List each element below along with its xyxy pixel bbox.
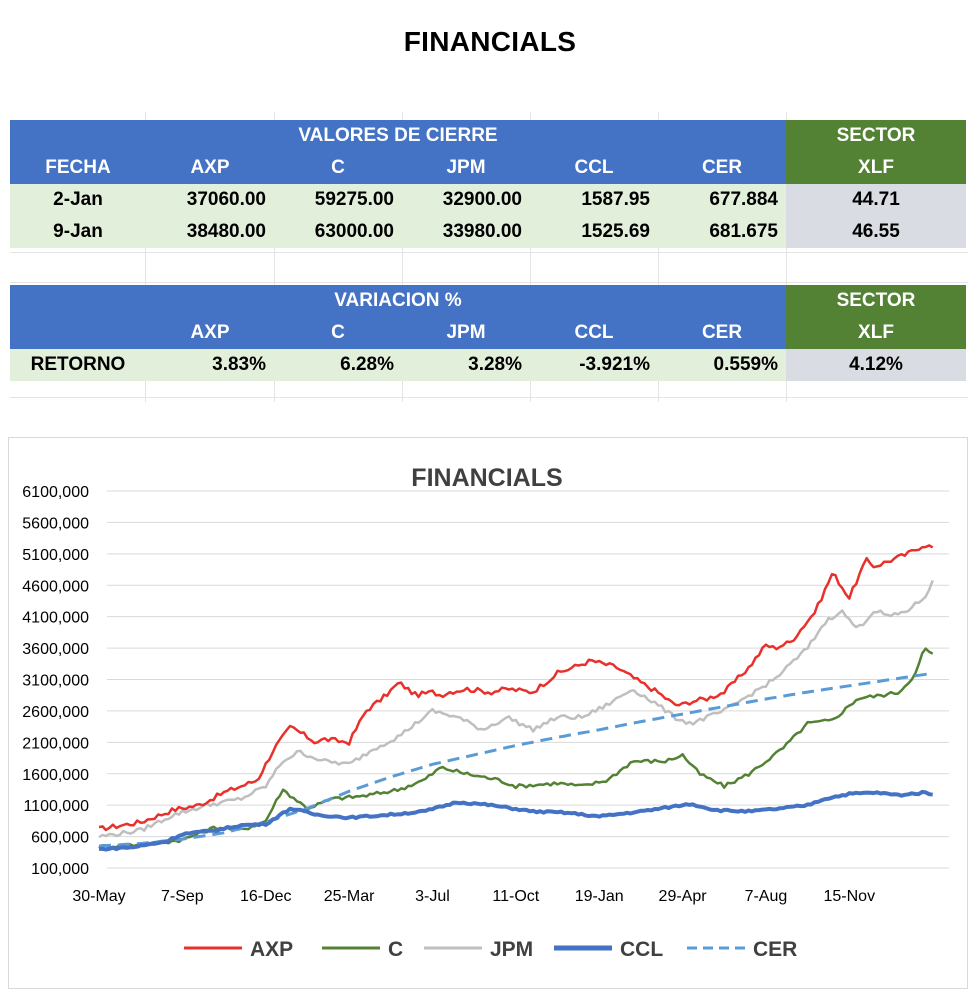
cell-cer: 681.675 <box>658 216 786 248</box>
cell-c: 6.28% <box>274 349 402 381</box>
y-tick-label: 1600,000 <box>22 767 89 784</box>
cell-cer: 677.884 <box>658 184 786 216</box>
series-line-jpm <box>98 579 934 839</box>
y-tick-label: 5100,000 <box>22 547 89 564</box>
sector-header: SECTOR <box>786 120 966 152</box>
y-tick-label: 3100,000 <box>22 673 89 690</box>
series-line-axp <box>98 544 934 832</box>
cell-date: 2-Jan <box>10 184 146 216</box>
x-axis-ticks: 30-May 7-Sep 16-Dec 25-Mar 3-Jul 11-Oct 19-Jan… <box>72 888 875 905</box>
legend-label-cer: CER <box>753 938 797 961</box>
sector-header: SECTOR <box>786 285 966 317</box>
col-header-cer: CER <box>658 152 786 184</box>
x-tick-label: 7-Aug <box>745 888 788 905</box>
col-header-xlf: XLF <box>786 152 966 184</box>
table-row: RETORNO 3.83% 6.28% 3.28% -3.921% 0.559%… <box>10 349 966 381</box>
legend: AXP C JPM CCL CER <box>184 938 797 961</box>
cell-xlf: 4.12% <box>786 349 966 381</box>
page-title: FINANCIALS <box>403 26 577 57</box>
cell-axp: 37060.00 <box>146 184 274 216</box>
closing-values-group-header: VALORES DE CIERRE <box>10 120 786 152</box>
y-tick-label: 2100,000 <box>22 735 89 752</box>
cell-c: 59275.00 <box>274 184 402 216</box>
series-line-cer <box>98 671 933 848</box>
table-row: 2-Jan 37060.00 59275.00 32900.00 1587.95… <box>10 184 966 216</box>
col-header-xlf: XLF <box>786 317 966 349</box>
x-tick-label: 11-Oct <box>492 888 539 905</box>
y-tick-label: 2600,000 <box>22 704 89 721</box>
table-row: 9-Jan 38480.00 63000.00 33980.00 1525.69… <box>10 216 966 248</box>
col-header-cer: CER <box>658 317 786 349</box>
gridlines <box>107 490 949 869</box>
series-line-c <box>98 647 934 850</box>
x-tick-label: 19-Jan <box>575 888 624 905</box>
y-tick-label: 600,000 <box>31 830 89 847</box>
col-header-c: C <box>274 317 402 349</box>
col-header-blank <box>10 317 146 349</box>
col-header-ccl: CCL <box>530 152 658 184</box>
col-header-jpm: JPM <box>402 317 530 349</box>
y-tick-label: 4100,000 <box>22 610 89 627</box>
cell-cer: 0.559% <box>658 349 786 381</box>
col-header-fecha: FECHA <box>10 152 146 184</box>
col-header-jpm: JPM <box>402 152 530 184</box>
y-tick-label: 4600,000 <box>22 578 89 595</box>
spreadsheet-grid <box>10 112 968 402</box>
cell-c: 63000.00 <box>274 216 402 248</box>
cell-ccl: 1525.69 <box>530 216 658 248</box>
line-chart: FINANCIALS 100,000 600,000 1100,000 1600,00… <box>22 464 949 961</box>
col-header-axp: AXP <box>146 152 274 184</box>
variation-group-header: VARIACION % <box>10 285 786 317</box>
cell-axp: 3.83% <box>146 349 274 381</box>
closing-values-table: VALORES DE CIERRE SECTOR FECHA AXP C JPM… <box>10 120 966 248</box>
legend-label-jpm: JPM <box>490 938 533 961</box>
y-tick-label: 100,000 <box>31 861 89 878</box>
col-header-ccl: CCL <box>530 317 658 349</box>
x-tick-label: 7-Sep <box>161 888 204 905</box>
cell-retorno-label: RETORNO <box>10 349 146 381</box>
series-line-ccl <box>98 789 933 852</box>
y-tick-label: 1100,000 <box>23 798 89 815</box>
cell-jpm: 32900.00 <box>402 184 530 216</box>
variation-table: VARIACION % SECTOR AXP C JPM CCL CER XLF… <box>10 285 966 381</box>
cell-jpm: 3.28% <box>402 349 530 381</box>
y-axis-ticks: 100,000 600,000 1100,000 1600,000 2100,000 26… <box>22 484 89 878</box>
x-tick-label: 29-Apr <box>659 888 708 905</box>
cell-xlf: 46.55 <box>786 216 966 248</box>
cell-ccl: 1587.95 <box>530 184 658 216</box>
legend-label-axp: AXP <box>250 938 293 961</box>
chart-container: FINANCIALS 100,000 600,000 1100,000 1600,00… <box>8 437 968 989</box>
legend-label-ccl: CCL <box>620 938 663 961</box>
cell-xlf: 44.71 <box>786 184 966 216</box>
cell-jpm: 33980.00 <box>402 216 530 248</box>
x-tick-label: 25-Mar <box>324 888 375 905</box>
col-header-axp: AXP <box>146 317 274 349</box>
cell-axp: 38480.00 <box>146 216 274 248</box>
x-tick-label: 15-Nov <box>824 888 876 905</box>
x-tick-label: 16-Dec <box>240 888 292 905</box>
chart-title: FINANCIALS <box>411 464 562 492</box>
y-tick-label: 5600,000 <box>22 515 89 532</box>
cell-date: 9-Jan <box>10 216 146 248</box>
series-lines <box>98 544 934 852</box>
cell-ccl: -3.921% <box>530 349 658 381</box>
x-tick-label: 3-Jul <box>415 888 450 905</box>
y-tick-label: 3600,000 <box>22 641 89 658</box>
legend-label-c: C <box>388 938 403 961</box>
col-header-c: C <box>274 152 402 184</box>
y-tick-label: 6100,000 <box>22 484 89 501</box>
x-tick-label: 30-May <box>72 888 125 905</box>
